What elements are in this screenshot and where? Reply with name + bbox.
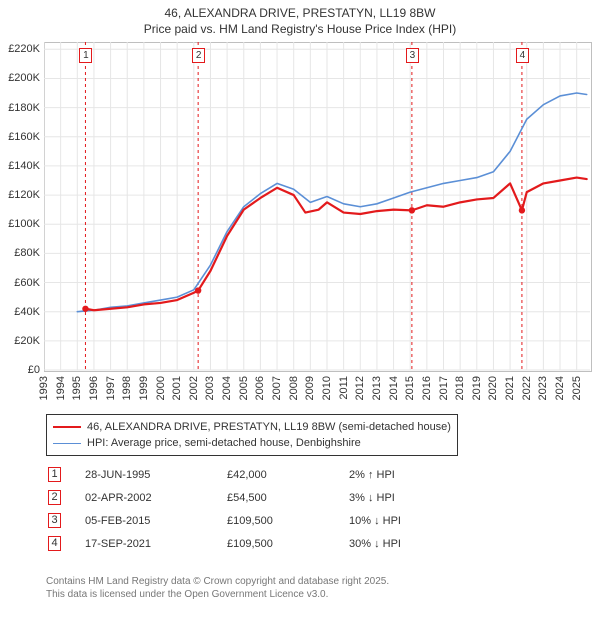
y-tick-label: £140K: [2, 160, 40, 172]
x-tick-label: 2022: [521, 376, 533, 400]
y-tick-label: £60K: [2, 277, 40, 289]
x-tick-label: 2008: [288, 376, 300, 400]
sales-row-date: 02-APR-2002: [85, 487, 225, 508]
chart-title-line2: Price paid vs. HM Land Registry's House …: [0, 22, 600, 36]
sale-marker-box: 3: [406, 48, 419, 63]
y-tick-label: £0: [2, 364, 40, 376]
x-tick-label: 2002: [188, 376, 200, 400]
legend-swatch: [53, 426, 81, 428]
sale-marker-box: 2: [192, 48, 205, 63]
sales-row-diff: 3% ↓ HPI: [349, 487, 411, 508]
legend-label: HPI: Average price, semi-detached house,…: [87, 437, 361, 449]
x-tick-label: 1996: [88, 376, 100, 400]
x-tick-label: 2012: [354, 376, 366, 400]
chart-svg: [44, 42, 592, 372]
x-tick-label: 1998: [121, 376, 133, 400]
x-tick-label: 1993: [38, 376, 50, 400]
x-tick-label: 2001: [171, 376, 183, 400]
sale-marker-box: 4: [516, 48, 529, 63]
footnote-line2: This data is licensed under the Open Gov…: [46, 589, 389, 602]
legend: 46, ALEXANDRA DRIVE, PRESTATYN, LL19 8BW…: [46, 414, 458, 456]
x-axis-labels: 1993199419951996199719981999200020012002…: [44, 376, 590, 416]
y-tick-label: £200K: [2, 72, 40, 84]
y-tick-label: £20K: [2, 335, 40, 347]
sales-row-price: £54,500: [227, 487, 347, 508]
x-tick-label: 2013: [371, 376, 383, 400]
sales-row-diff: 10% ↓ HPI: [349, 510, 411, 531]
sales-row: 1 28-JUN-1995£42,0002% ↑ HPI: [48, 464, 411, 485]
legend-swatch: [53, 443, 81, 444]
sales-row-marker: 2: [48, 490, 61, 505]
x-tick-label: 2005: [238, 376, 250, 400]
sales-row: 3 05-FEB-2015£109,50010% ↓ HPI: [48, 510, 411, 531]
x-tick-label: 2011: [338, 376, 350, 400]
x-tick-label: 2020: [487, 376, 499, 400]
legend-row: HPI: Average price, semi-detached house,…: [53, 435, 451, 451]
y-tick-label: £40K: [2, 306, 40, 318]
x-tick-label: 2023: [537, 376, 549, 400]
x-tick-label: 1994: [55, 376, 67, 400]
footnote-line1: Contains HM Land Registry data © Crown c…: [46, 576, 389, 589]
sales-row-marker: 1: [48, 467, 61, 482]
x-tick-label: 2014: [388, 376, 400, 400]
x-tick-label: 2019: [471, 376, 483, 400]
footnote: Contains HM Land Registry data © Crown c…: [46, 576, 389, 601]
sale-marker-box: 1: [79, 48, 92, 63]
x-tick-label: 2010: [321, 376, 333, 400]
y-tick-label: £160K: [2, 131, 40, 143]
sales-row-date: 17-SEP-2021: [85, 533, 225, 554]
x-tick-label: 2007: [271, 376, 283, 400]
x-tick-label: 2025: [571, 376, 583, 400]
sales-table: 128-JUN-1995£42,0002% ↑ HPI202-APR-2002£…: [46, 462, 413, 556]
x-tick-label: 2003: [204, 376, 216, 400]
y-tick-label: £120K: [2, 189, 40, 201]
sales-row-date: 28-JUN-1995: [85, 464, 225, 485]
sales-row-price: £42,000: [227, 464, 347, 485]
sales-row-price: £109,500: [227, 533, 347, 554]
x-tick-label: 2018: [454, 376, 466, 400]
x-tick-label: 2006: [254, 376, 266, 400]
chart-title-line1: 46, ALEXANDRA DRIVE, PRESTATYN, LL19 8BW: [0, 6, 600, 20]
sales-row-diff: 2% ↑ HPI: [349, 464, 411, 485]
x-tick-label: 1999: [138, 376, 150, 400]
sales-row-diff: 30% ↓ HPI: [349, 533, 411, 554]
x-tick-label: 2016: [421, 376, 433, 400]
x-tick-label: 2015: [404, 376, 416, 400]
x-tick-label: 2021: [504, 376, 516, 400]
sales-row-marker: 3: [48, 513, 61, 528]
x-tick-label: 1997: [105, 376, 117, 400]
x-tick-label: 2004: [221, 376, 233, 400]
legend-row: 46, ALEXANDRA DRIVE, PRESTATYN, LL19 8BW…: [53, 419, 451, 435]
x-tick-label: 2009: [304, 376, 316, 400]
y-tick-label: £100K: [2, 218, 40, 230]
sales-row-price: £109,500: [227, 510, 347, 531]
sales-row: 2 02-APR-2002£54,5003% ↓ HPI: [48, 487, 411, 508]
sales-row-marker: 4: [48, 536, 61, 551]
y-tick-label: £220K: [2, 43, 40, 55]
x-tick-label: 2017: [438, 376, 450, 400]
x-tick-label: 1995: [71, 376, 83, 400]
y-tick-label: £180K: [2, 102, 40, 114]
x-tick-label: 2024: [554, 376, 566, 400]
x-tick-label: 2000: [155, 376, 167, 400]
sales-row-date: 05-FEB-2015: [85, 510, 225, 531]
y-tick-label: £80K: [2, 247, 40, 259]
y-axis-labels: £0£20K£40K£60K£80K£100K£120K£140K£160K£1…: [0, 42, 40, 370]
sales-row: 4 17-SEP-2021£109,50030% ↓ HPI: [48, 533, 411, 554]
legend-label: 46, ALEXANDRA DRIVE, PRESTATYN, LL19 8BW…: [87, 421, 451, 433]
